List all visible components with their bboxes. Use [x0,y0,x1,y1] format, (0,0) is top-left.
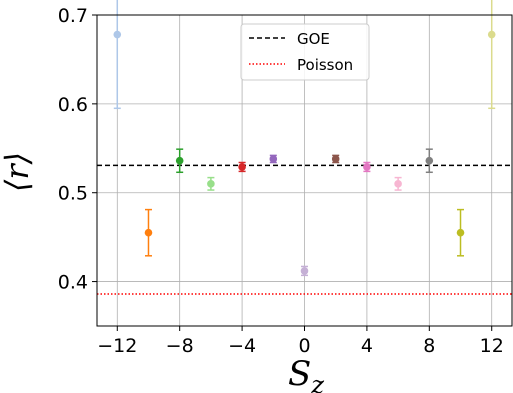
x-axis-label-symbol: S [288,354,311,393]
data-point [331,155,340,163]
x-tick-label: 4 [361,335,373,357]
data-point [144,228,153,237]
x-tick-label: −4 [228,335,256,357]
y-tick-label: 0.6 [58,94,88,116]
data-point [394,180,402,188]
x-tick-label: 0 [298,335,310,357]
data-point-group [487,0,496,110]
x-axis: −12 −8 −4 0 4 8 12 [97,326,504,357]
data-point-group [331,154,340,164]
data-point [425,156,434,165]
reference-lines [97,164,512,295]
legend-goe-label: GOE [297,30,330,48]
data-point-group [456,208,465,257]
data-point [207,180,215,188]
y-axis: 0.4 0.5 0.6 0.7 [58,5,97,294]
data-point-group [394,176,402,191]
data-point-group [425,148,434,174]
y-tick-label: 0.7 [58,5,88,27]
data-point-group [113,0,122,110]
x-axis-label-subscript: z [310,371,324,393]
y-tick-label: 0.5 [58,183,88,205]
data-point-group [175,148,184,174]
data-point-group [238,161,246,173]
x-tick-label: −12 [97,335,137,357]
legend-poisson-label: Poisson [297,56,353,74]
x-tick-label: −8 [166,335,194,357]
x-axis-label: Sz [288,354,324,393]
y-axis-label: ⟨r⟩ [0,152,36,192]
data-point [269,155,278,163]
data-point-group [207,176,215,191]
x-tick-label: 8 [423,335,435,357]
x-tick-label: 12 [480,335,504,357]
data-point [175,156,184,165]
data-point-group [300,265,309,277]
legend: GOE Poisson [240,23,370,81]
data-point-group [269,154,278,164]
data-point-group [363,161,371,173]
y-tick-label: 0.4 [58,272,88,294]
data-point [487,30,496,39]
data-point [238,163,246,171]
data-point [113,30,122,39]
data-point [300,267,309,275]
data-point [363,163,371,171]
data-points [113,0,496,277]
data-point [456,228,465,237]
data-point-group [144,208,153,257]
